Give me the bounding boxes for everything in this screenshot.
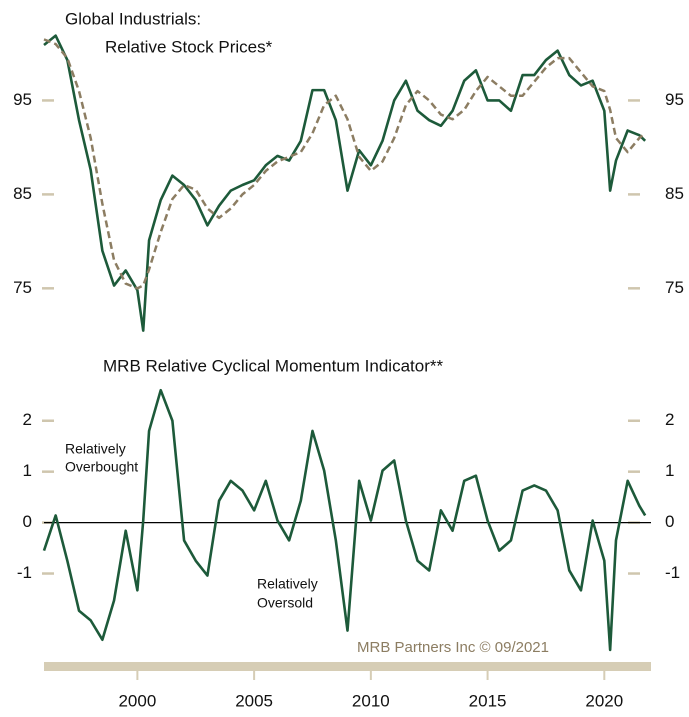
chart-title: Global Industrials: <box>65 9 201 28</box>
y-tick-label-right: 85 <box>665 184 684 203</box>
y-tick-label: 0 <box>23 512 32 531</box>
y-tick-label-right: 2 <box>665 410 674 429</box>
y-tick-label: 95 <box>13 90 32 109</box>
x-tick-label: 2005 <box>235 691 273 710</box>
annotation: Overbought <box>65 459 138 475</box>
annotation: Oversold <box>257 595 313 611</box>
y-tick-label: 75 <box>13 278 32 297</box>
x-tick-label: 2015 <box>469 691 507 710</box>
y-tick-label: -1 <box>17 563 32 582</box>
annotation: Relatively <box>65 441 126 457</box>
x-tick-label: 2000 <box>118 691 156 710</box>
y-tick-label-right: 1 <box>665 461 674 480</box>
y-tick-label-right: 0 <box>665 512 674 531</box>
series-line <box>42 388 647 652</box>
y-tick-label-right: 95 <box>665 90 684 109</box>
y-tick-label: 85 <box>13 184 32 203</box>
x-tick-label: 2010 <box>352 691 390 710</box>
x-axis-band <box>44 662 651 671</box>
y-tick-label-right: -1 <box>665 563 680 582</box>
source: MRB Partners Inc © 09/2021 <box>357 639 549 656</box>
y-tick-label: 1 <box>23 461 32 480</box>
x-tick-label: 2020 <box>585 691 623 710</box>
y-tick-label: 2 <box>23 410 32 429</box>
chart-title: MRB Relative Cyclical Momentum Indicator… <box>103 356 443 375</box>
chart-subtitle: Relative Stock Prices* <box>105 37 273 56</box>
y-tick-label-right: 75 <box>665 278 684 297</box>
series-line <box>43 38 646 290</box>
annotation: Relatively <box>257 576 318 592</box>
series-line <box>43 34 647 332</box>
